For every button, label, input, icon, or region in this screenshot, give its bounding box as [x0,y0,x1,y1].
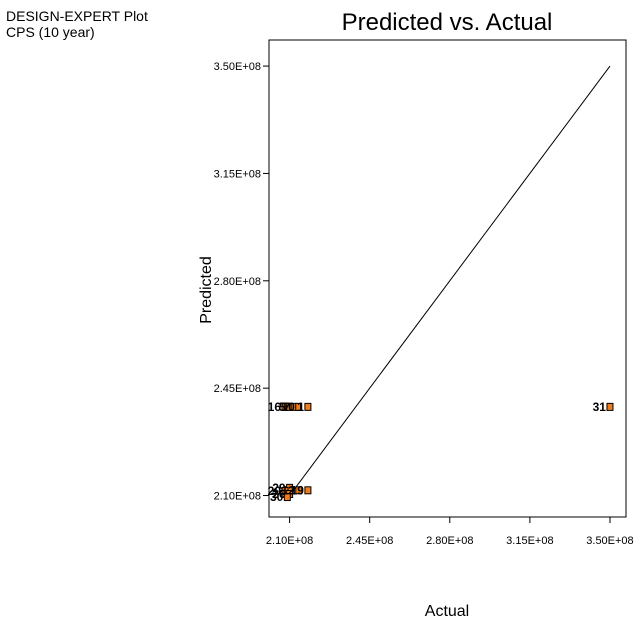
y-tick-label: 3.15E+08 [214,168,261,180]
y-tick-label: 2.10E+08 [214,491,261,503]
data-point-label: 1 [297,400,304,414]
y-tick-label: 2.45E+08 [214,383,261,395]
response-label: CPS (10 year) [6,24,95,40]
data-point [606,402,614,411]
x-tick-label: 2.45E+08 [346,535,393,547]
plot-area-frame [268,39,627,518]
y-tick-label: 3.50E+08 [214,61,261,73]
data-point-label: 10 [281,400,295,414]
data-point [295,402,303,411]
data-point-label: 30 [270,490,284,504]
x-tick-label: 3.15E+08 [506,535,553,547]
data-point-label: 7 [283,400,290,414]
data-point-label: 20 [268,484,282,498]
data-point-label: 19 [291,483,305,497]
chart-title: Predicted vs. Actual [342,9,553,36]
x-tick-label: 2.10E+08 [266,535,313,547]
software-label: DESIGN-EXPERT Plot [6,8,148,24]
data-point-label: 5 [279,400,286,414]
y-tick-label: 2.80E+08 [214,276,261,288]
data-point [304,486,312,495]
y-axis-label: Predicted [198,256,215,324]
data-point [295,486,303,495]
data-point-label: 26 [272,487,286,501]
data-point-label: 16 [268,400,282,414]
data-point-label: 31 [593,400,607,414]
plot-header: DESIGN-EXPERT Plot CPS (10 year) [6,8,148,40]
x-tick-label: 3.50E+08 [586,535,633,547]
reference-line [289,65,611,496]
data-point [283,493,291,502]
x-axis-label: Actual [425,603,469,620]
data-point [304,402,312,411]
data-point-label: 12 [281,483,295,497]
x-tick-label: 2.80E+08 [426,535,473,547]
axis-ticks: 2.10E+08 2.45E+08 2.80E+08 3.15E+08 3.50E+08… [214,61,634,547]
